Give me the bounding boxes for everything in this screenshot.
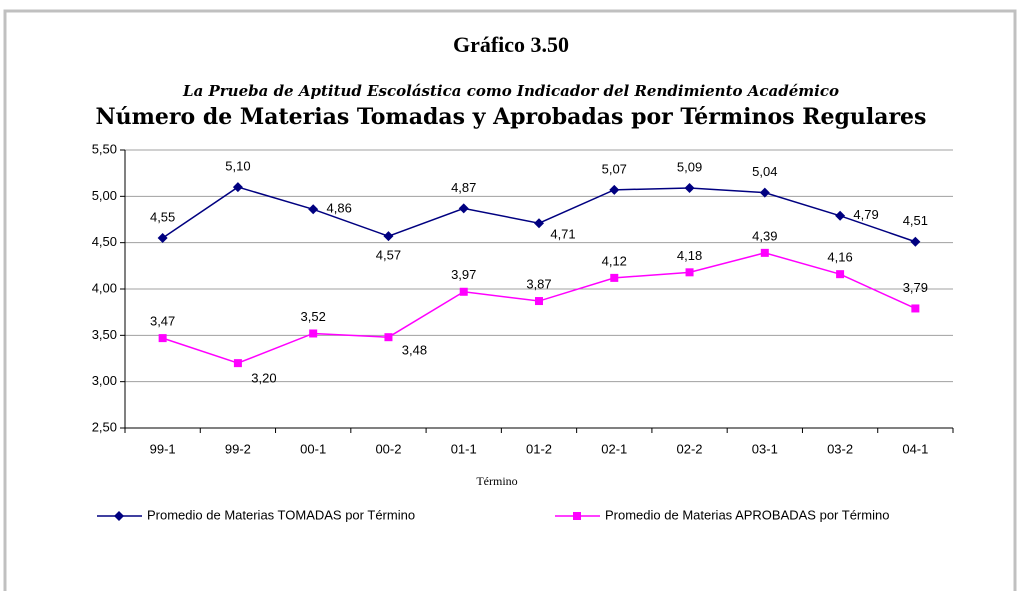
marker [308,204,319,215]
data-label: 4,51 [903,213,928,228]
marker [835,210,846,221]
x-axis-title: Término [476,474,517,488]
marker [610,273,619,282]
y-tick-label: 3,00 [92,373,117,388]
marker [459,287,468,296]
x-tick-label: 04-1 [902,441,928,456]
data-label: 3,47 [150,314,175,329]
data-label: 4,18 [677,248,702,263]
marker [383,231,394,242]
data-label: 4,55 [150,209,175,224]
marker [458,203,469,214]
chart-heading: Número de Materias Tomadas y Aprobadas p… [96,104,927,130]
legend-label: Promedio de Materias APROBADAS por Térmi… [605,507,889,522]
x-tick-label: 99-2 [225,441,251,456]
x-tick-label: 02-1 [601,441,627,456]
x-tick-label: 03-1 [752,441,778,456]
data-label: 5,04 [752,164,777,179]
marker [573,512,581,520]
data-label: 3,87 [526,276,551,291]
data-label: 3,97 [451,267,476,282]
data-label: 4,87 [451,180,476,195]
data-label: 3,48 [402,343,427,358]
chart-title: Gráfico 3.50 [453,32,569,57]
x-tick-label: 01-2 [526,441,552,456]
data-label: 4,16 [827,250,852,265]
marker [760,248,769,257]
data-label: 4,57 [376,248,401,263]
y-tick-label: 2,50 [92,419,117,434]
data-label: 5,07 [602,161,627,176]
data-label: 5,10 [225,159,250,174]
marker [685,268,694,277]
x-tick-label: 02-2 [677,441,703,456]
y-tick-label: 4,50 [92,234,117,249]
data-label: 4,71 [550,227,575,242]
marker [759,187,770,198]
marker [609,184,620,195]
legend-label: Promedio de Materias TOMADAS por Término [147,507,415,522]
marker [535,297,543,306]
marker [232,182,243,193]
data-label: 3,20 [251,371,276,386]
data-label: 4,39 [752,228,777,243]
data-label: 5,09 [677,159,702,174]
marker [910,236,921,247]
data-label: 4,12 [602,253,627,268]
marker [384,333,393,342]
x-tick-label: 03-2 [827,441,853,456]
series-line [162,252,916,364]
y-tick-label: 3,50 [92,327,117,342]
marker [534,218,544,229]
marker [836,270,845,279]
y-tick-label: 4,00 [92,280,117,295]
marker [158,334,167,343]
x-tick-label: 00-2 [375,441,401,456]
marker [157,233,168,244]
data-label: 3,52 [301,309,326,324]
x-tick-label: 99-1 [150,441,176,456]
series-line [162,186,916,243]
x-tick-label: 01-1 [451,441,477,456]
marker [911,304,920,313]
x-tick-label: 00-1 [300,441,326,456]
y-tick-label: 5,50 [92,141,117,156]
marker [233,359,242,368]
data-label: 3,79 [903,280,928,295]
y-tick-label: 5,00 [92,188,117,203]
data-label: 4,79 [853,207,878,222]
data-label: 4,86 [327,201,352,216]
chart-subtitle: La Prueba de Aptitud Escolástica como In… [182,82,839,100]
marker [684,182,695,193]
marker [114,511,124,521]
marker [309,329,318,338]
